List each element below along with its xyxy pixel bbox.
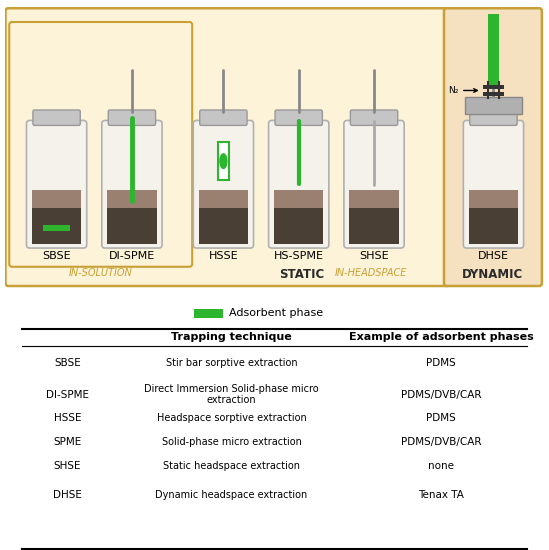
Text: DHSE: DHSE	[478, 251, 509, 261]
Text: Tenax TA: Tenax TA	[418, 490, 464, 500]
Text: IN-SOLUTION: IN-SOLUTION	[69, 268, 133, 278]
Bar	[469, 190, 518, 208]
Bar	[274, 190, 323, 208]
Bar	[218, 142, 229, 180]
Text: Dynamic headspace extraction: Dynamic headspace extraction	[155, 490, 307, 500]
Bar	[194, 309, 223, 318]
Bar	[483, 92, 504, 96]
Bar	[43, 226, 70, 232]
Text: HSSE: HSSE	[209, 251, 238, 261]
Bar	[465, 97, 522, 114]
Text: PDMS/DVB/CAR: PDMS/DVB/CAR	[401, 389, 481, 400]
Text: Example of adsorbent phases: Example of adsorbent phases	[349, 332, 534, 343]
Text: PDMS: PDMS	[427, 358, 456, 368]
Text: DHSE: DHSE	[53, 490, 82, 500]
Bar	[199, 190, 248, 208]
Text: SBSE: SBSE	[54, 358, 81, 368]
FancyBboxPatch shape	[102, 120, 162, 248]
Bar	[469, 208, 518, 244]
Text: DI-SPME: DI-SPME	[109, 251, 155, 261]
FancyBboxPatch shape	[26, 120, 87, 248]
Ellipse shape	[220, 154, 227, 168]
Text: PDMS/DVB/CAR: PDMS/DVB/CAR	[401, 437, 481, 447]
Text: SHSE: SHSE	[359, 251, 389, 261]
Bar	[483, 85, 504, 89]
Text: Adsorbent phase: Adsorbent phase	[229, 309, 323, 318]
FancyBboxPatch shape	[5, 8, 449, 286]
Bar	[32, 208, 81, 244]
Text: Trapping technique: Trapping technique	[171, 332, 292, 343]
FancyBboxPatch shape	[193, 120, 254, 248]
Bar	[274, 208, 323, 244]
FancyBboxPatch shape	[33, 110, 80, 125]
FancyBboxPatch shape	[463, 120, 524, 248]
Bar	[349, 190, 399, 208]
FancyBboxPatch shape	[350, 110, 397, 125]
Text: DYNAMIC: DYNAMIC	[462, 268, 524, 281]
Bar	[488, 14, 499, 85]
Text: Stir bar sorptive extraction: Stir bar sorptive extraction	[166, 358, 297, 368]
FancyBboxPatch shape	[200, 110, 247, 125]
FancyBboxPatch shape	[268, 120, 329, 248]
Text: SPME: SPME	[53, 437, 81, 447]
FancyBboxPatch shape	[108, 110, 155, 125]
Bar	[32, 190, 81, 208]
Text: PDMS: PDMS	[427, 413, 456, 424]
Text: STATIC: STATIC	[279, 268, 324, 281]
FancyBboxPatch shape	[275, 110, 322, 125]
Text: Solid-phase micro extraction: Solid-phase micro extraction	[161, 437, 301, 447]
FancyBboxPatch shape	[9, 22, 192, 267]
Text: IN-HEADSPACE: IN-HEADSPACE	[335, 268, 407, 278]
Text: SHSE: SHSE	[54, 461, 81, 471]
Bar	[107, 208, 156, 244]
Text: none: none	[428, 461, 454, 471]
Bar	[199, 208, 248, 244]
Text: DI-SPME: DI-SPME	[46, 389, 89, 400]
Text: Headspace sorptive extraction: Headspace sorptive extraction	[156, 413, 306, 424]
Text: Static headspace extraction: Static headspace extraction	[163, 461, 300, 471]
Text: Direct Immersion Solid-phase micro
extraction: Direct Immersion Solid-phase micro extra…	[144, 384, 319, 405]
Text: HSSE: HSSE	[54, 413, 81, 424]
FancyBboxPatch shape	[344, 120, 404, 248]
FancyBboxPatch shape	[470, 110, 517, 125]
Text: N₂: N₂	[448, 86, 477, 95]
Text: SBSE: SBSE	[42, 251, 71, 261]
Bar	[107, 190, 156, 208]
Bar	[349, 208, 399, 244]
Text: HS-SPME: HS-SPME	[274, 251, 324, 261]
FancyBboxPatch shape	[444, 8, 542, 286]
